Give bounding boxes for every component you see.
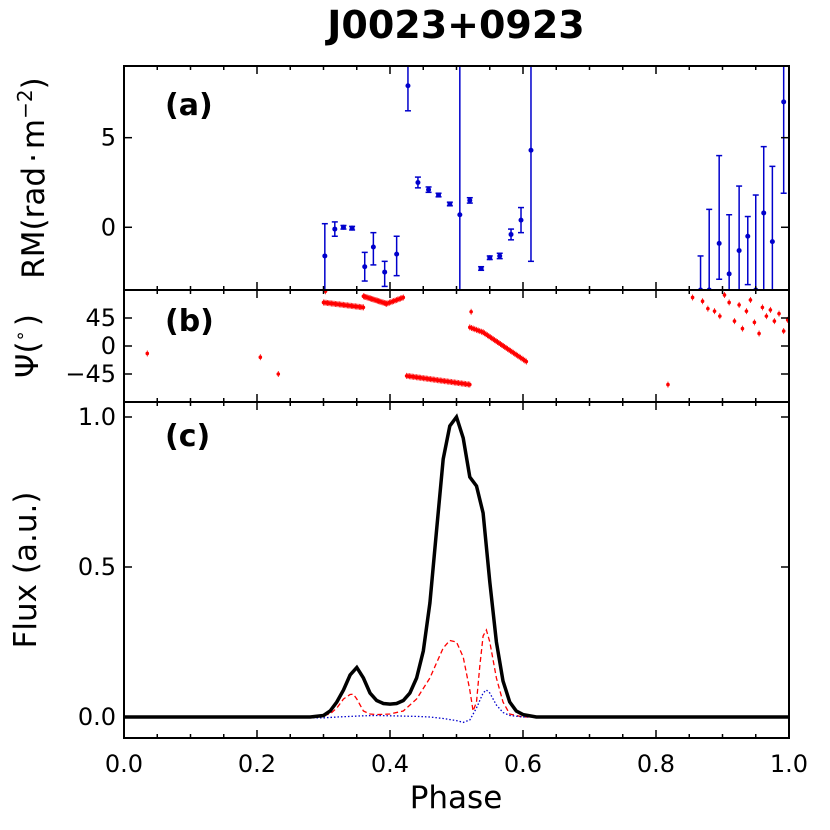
rm-point xyxy=(447,201,453,207)
pa-point xyxy=(700,299,705,304)
pa-point xyxy=(777,311,781,316)
pa-point xyxy=(401,295,406,300)
panel-c-ylabel: Flux (a.u.) xyxy=(8,492,44,649)
panel-c-flux: 0.0 0.5 1.0 (c) Flux (a.u.) xyxy=(8,401,790,739)
pa-point xyxy=(718,314,722,318)
pa-point xyxy=(666,382,670,387)
panel-b-label: (b) xyxy=(165,304,214,339)
y-tick-label: −45 xyxy=(65,360,116,388)
pa-point xyxy=(276,372,281,376)
pa-point xyxy=(722,293,727,297)
rm-point xyxy=(726,271,732,277)
pa-point xyxy=(744,309,749,313)
panel-c-data xyxy=(124,413,789,724)
x-tick-label: 0.2 xyxy=(238,750,276,778)
panel-a-ylabel: RM(rad·m−2) xyxy=(13,77,52,278)
rm-point xyxy=(405,83,411,89)
rm-point xyxy=(467,197,473,203)
panel-b-ylabel: Ψ(∘) xyxy=(10,314,46,378)
rm-point xyxy=(508,231,514,237)
pa-point xyxy=(712,309,717,313)
rm-point xyxy=(497,253,503,259)
panel-b-data xyxy=(145,290,789,388)
y-tick-label: 0.0 xyxy=(78,703,116,731)
panel-b-frame xyxy=(123,289,790,403)
pa-point xyxy=(690,295,695,300)
pa-point xyxy=(772,319,777,323)
rm-point xyxy=(745,233,751,239)
rm-point xyxy=(736,248,742,254)
y-tick-label: 5 xyxy=(101,124,116,152)
pa-point xyxy=(524,359,529,364)
x-tick-label: 0.4 xyxy=(371,750,409,778)
pa-point xyxy=(145,351,150,356)
panel-a-rm: 0 5 (a) RM(rad·m−2) xyxy=(13,65,790,291)
pa-point xyxy=(764,314,769,318)
figure-title: J0023+0923 xyxy=(324,3,585,47)
pa-point xyxy=(732,319,737,323)
pa-point xyxy=(757,331,761,336)
rm-point xyxy=(362,264,368,270)
pa-point xyxy=(469,309,473,314)
rm-point xyxy=(781,99,787,105)
pa-point xyxy=(760,305,765,310)
rm-point xyxy=(382,269,388,275)
x-tick-label: 0.0 xyxy=(105,750,143,778)
y-tick-label: 0 xyxy=(101,332,116,360)
y-tick-label: 45 xyxy=(85,304,116,332)
circular-flux-line xyxy=(124,689,789,724)
x-axis-label: Phase xyxy=(410,780,503,816)
panel-c-label: (c) xyxy=(165,419,210,454)
pa-point xyxy=(740,326,745,331)
rm-point xyxy=(478,265,484,271)
y-tick-label: 0.5 xyxy=(78,553,116,581)
panel-b-pa: 450−45 (b) Ψ(∘) xyxy=(10,289,790,403)
y-tick-label: 0 xyxy=(101,213,116,241)
rm-point xyxy=(716,240,722,246)
pa-point xyxy=(361,305,366,310)
rm-point xyxy=(415,179,421,185)
pa-point xyxy=(468,382,472,387)
rm-point xyxy=(436,192,442,198)
panel-c-frame xyxy=(123,401,790,739)
rm-point xyxy=(487,255,493,261)
panel-a-data xyxy=(321,66,787,290)
x-tick-label: 1.0 xyxy=(770,750,808,778)
panel-a-label: (a) xyxy=(165,88,213,123)
pa-point xyxy=(706,306,710,311)
rm-point xyxy=(426,187,432,193)
rm-point xyxy=(761,210,767,216)
rm-point xyxy=(332,226,338,232)
pa-point xyxy=(781,329,786,333)
y-tick-label: 1.0 xyxy=(78,403,116,431)
panel-b-ticks: 450−45 xyxy=(65,290,790,402)
x-axis-ticks: 0.0 0.2 0.4 0.6 0.8 1.0 xyxy=(105,750,808,778)
pa-point xyxy=(752,320,757,325)
pa-point xyxy=(727,300,731,305)
rm-point xyxy=(340,224,346,230)
x-tick-label: 0.8 xyxy=(637,750,675,778)
rm-point xyxy=(769,239,775,245)
rm-point xyxy=(528,147,534,153)
rm-point xyxy=(349,225,355,231)
linear-flux-line xyxy=(124,628,789,718)
rm-point xyxy=(322,253,328,259)
total-flux-line xyxy=(124,413,789,719)
rm-point xyxy=(394,251,400,257)
pa-point xyxy=(258,355,263,360)
panel-a-frame xyxy=(123,65,790,291)
pa-point xyxy=(768,308,773,312)
pa-point xyxy=(737,303,741,307)
rm-point xyxy=(370,244,376,250)
rm-point xyxy=(457,212,463,218)
panel-c-ticks: 0.0 0.5 1.0 xyxy=(78,402,790,738)
pa-point xyxy=(748,298,753,302)
rm-point xyxy=(518,217,524,223)
x-tick-label: 0.6 xyxy=(504,750,542,778)
